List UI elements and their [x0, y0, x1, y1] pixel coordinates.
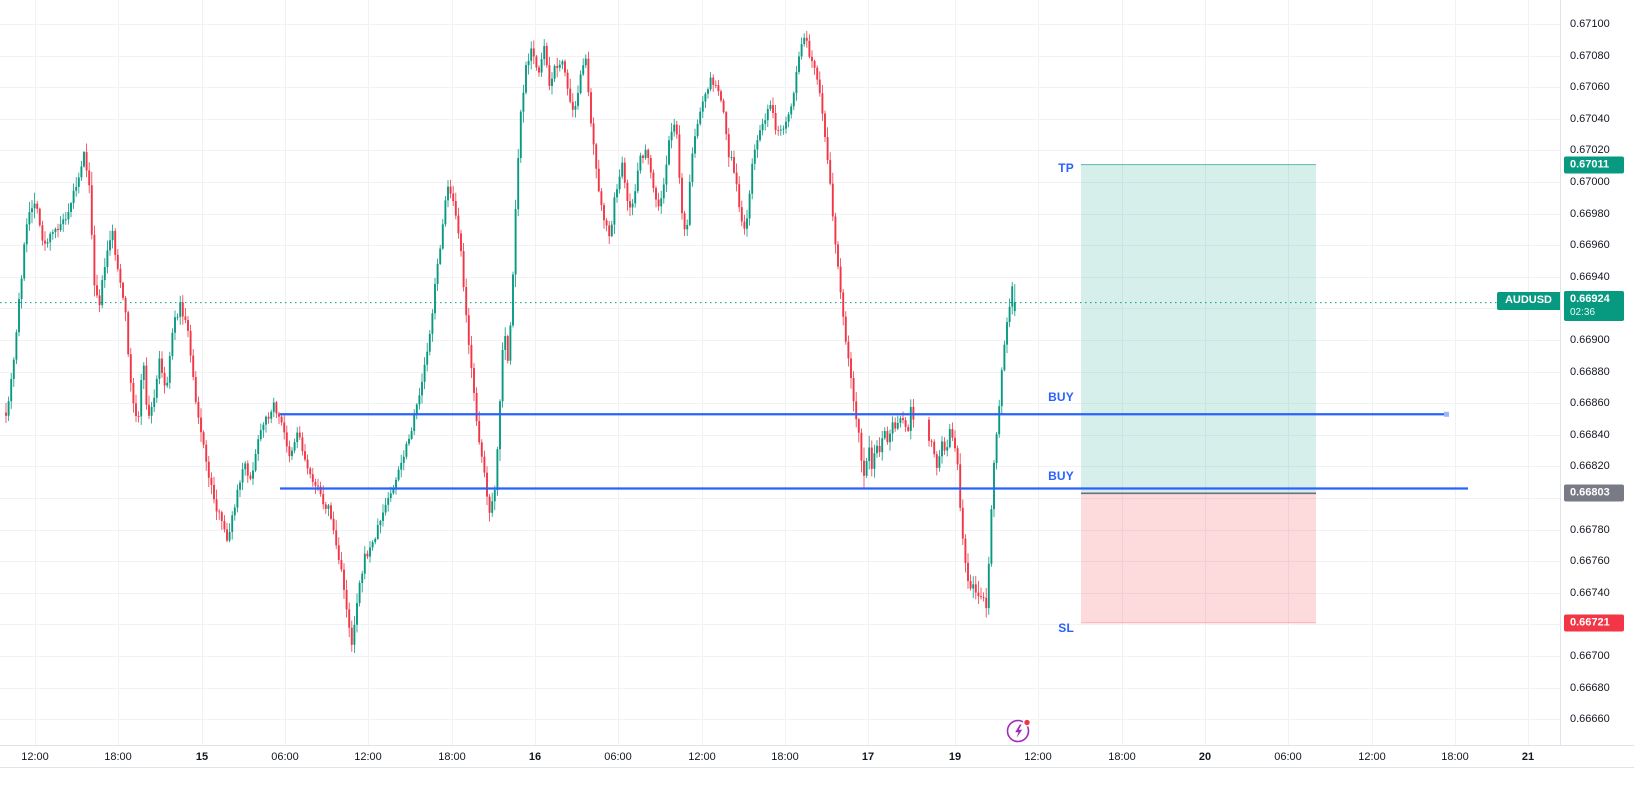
time-axis-label: 12:00 [21, 751, 49, 763]
price-axis[interactable]: 0.67011 0.66924 02:36 0.66803 0.66721 0.… [1560, 0, 1634, 768]
price-axis-tick: 0.66880 [1570, 365, 1610, 378]
current-price-badge: 0.66924 02:36 [1564, 291, 1624, 322]
current-price-value: 0.66924 [1570, 293, 1610, 306]
price-axis-tick: 0.66740 [1570, 586, 1610, 599]
time-axis-label: 18:00 [104, 751, 132, 763]
price-axis-tick: 0.66840 [1570, 428, 1610, 441]
time-axis-label: 06:00 [604, 751, 632, 763]
tp-price-badge: 0.67011 [1564, 156, 1624, 174]
long-position-tool [1081, 164, 1316, 624]
sl-label[interactable]: SL [1058, 621, 1074, 635]
lightning-icon[interactable] [1002, 713, 1036, 747]
current-candle-countdown: 02:36 [1570, 307, 1596, 319]
chart-canvas[interactable] [0, 0, 1560, 745]
time-axis-day-label: 16 [528, 751, 542, 763]
time-axis-label: 12:00 [354, 751, 382, 763]
price-axis-tick: 0.67020 [1570, 144, 1610, 157]
time-axis-label: 18:00 [771, 751, 799, 763]
long-position-profit-zone[interactable] [1081, 164, 1316, 494]
time-axis-label: 12:00 [1024, 751, 1052, 763]
time-axis-day-label: 17 [861, 751, 875, 763]
time-axis-day-label: 15 [195, 751, 209, 763]
lightning-circle [1006, 719, 1030, 743]
sl-price-badge: 0.66721 [1564, 614, 1624, 632]
buy-label-upper[interactable]: BUY [1048, 390, 1074, 404]
time-axis-label: 18:00 [1441, 751, 1469, 763]
lightning-bolt [1015, 724, 1023, 738]
price-axis-tick: 0.67100 [1570, 18, 1610, 31]
time-axis-label: 12:00 [1358, 751, 1386, 763]
time-axis-day-label: 19 [948, 751, 962, 763]
time-axis-label: 06:00 [271, 751, 299, 763]
price-axis-tick: 0.66860 [1570, 397, 1610, 410]
entry-price-badge: 0.66803 [1564, 484, 1624, 502]
price-axis-tick: 0.66980 [1570, 207, 1610, 220]
time-axis[interactable]: 12:00 18:00 15 06:00 12:00 18:00 16 06:00 12:00 1… [0, 745, 1634, 768]
price-axis-tick: 0.66660 [1570, 713, 1610, 726]
price-axis-tick: 0.66700 [1570, 650, 1610, 663]
price-axis-tick: 0.66900 [1570, 334, 1610, 347]
price-axis-tick: 0.66960 [1570, 239, 1610, 252]
buy-label-lower[interactable]: BUY [1048, 469, 1074, 483]
gridlines-layer [0, 0, 1560, 745]
price-axis-tick: 0.66820 [1570, 460, 1610, 473]
price-axis-tick: 0.66680 [1570, 681, 1610, 694]
long-position-loss-zone[interactable] [1081, 493, 1316, 623]
buy-lines-layer [280, 411, 1468, 490]
buy-line-endcap [1444, 411, 1449, 417]
candles-layer [5, 30, 1016, 653]
price-axis-tick: 0.66760 [1570, 555, 1610, 568]
price-axis-tick: 0.67080 [1570, 49, 1610, 62]
red-notification-dot [1022, 718, 1032, 727]
time-axis-label: 06:00 [1274, 751, 1302, 763]
time-axis-label: 18:00 [1108, 751, 1136, 763]
price-axis-tick: 0.66780 [1570, 523, 1610, 536]
symbol-price-tag: AUDUSD [1496, 292, 1560, 311]
tp-label[interactable]: TP [1058, 161, 1074, 175]
time-axis-day-label: 21 [1521, 751, 1535, 763]
price-axis-tick: 0.67040 [1570, 112, 1610, 125]
price-axis-tick: 0.67000 [1570, 176, 1610, 189]
price-axis-tick: 0.67060 [1570, 81, 1610, 94]
time-axis-day-label: 20 [1198, 751, 1212, 763]
time-axis-label: 18:00 [438, 751, 466, 763]
time-axis-label: 12:00 [688, 751, 716, 763]
price-axis-tick: 0.66940 [1570, 270, 1610, 283]
